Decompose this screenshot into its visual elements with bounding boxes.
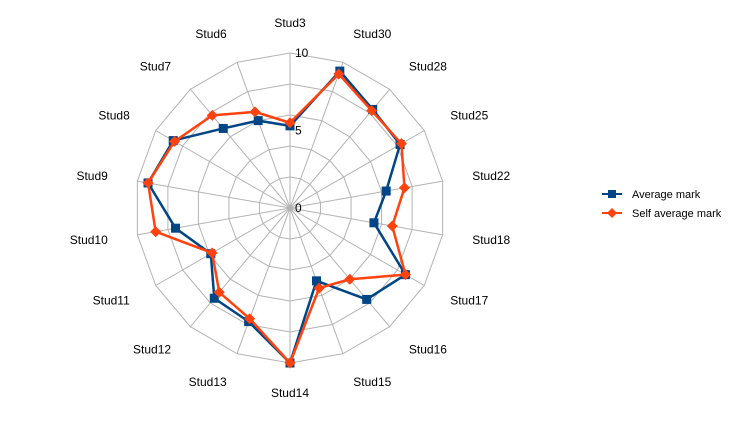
grid-spoke: [189, 88, 291, 209]
grid-spoke: [155, 130, 291, 209]
data-point-self-average-mark-stud14: [284, 357, 296, 369]
grid-spoke: [289, 180, 443, 209]
category-label-stud14: Stud14: [271, 386, 309, 400]
category-label-stud17: Stud17: [450, 294, 488, 308]
legend-item-self-average-mark: Self average mark: [602, 208, 722, 220]
grid-spoke: [289, 207, 443, 236]
data-point-self-average-mark-stud28: [366, 105, 378, 117]
legend-label-self-average-mark: Self average mark: [632, 208, 722, 220]
data-point-self-average-mark-stud15: [313, 282, 325, 294]
tick-label: 0: [295, 201, 302, 215]
tick-label: 10: [295, 46, 309, 60]
category-label-stud7: Stud7: [140, 59, 172, 73]
grid-spoke: [236, 207, 291, 354]
data-point-self-average-mark-stud9: [142, 177, 154, 189]
category-label-stud16: Stud16: [409, 343, 447, 357]
category-label-stud15: Stud15: [353, 375, 391, 389]
data-point-average-mark-stud18: [369, 218, 379, 228]
grid-spoke: [189, 207, 291, 328]
data-point-average-mark-stud7: [218, 123, 228, 133]
data-point-self-average-mark-stud8: [169, 135, 181, 147]
data-point-self-average-mark-stud12: [213, 286, 225, 298]
data-point-self-average-mark-stud25: [395, 138, 407, 150]
grid-spoke: [137, 180, 291, 209]
grid-spoke: [289, 207, 391, 328]
data-point-average-mark-stud6: [253, 116, 263, 126]
legend-marker-average-mark: [608, 190, 616, 198]
category-label-stud28: Stud28: [409, 59, 447, 73]
data-point-self-average-mark-stud30: [333, 68, 345, 80]
data-point-average-mark-stud10: [171, 223, 181, 233]
data-point-self-average-mark-stud6: [249, 106, 261, 118]
data-point-self-average-mark-stud10: [150, 226, 162, 238]
category-labels: Stud3 Stud30 Stud28 Stud25 Stud22 Stud18 Stud1…: [70, 16, 511, 400]
radial-tick-labels: 0 5 10: [295, 46, 309, 215]
grid-spoke: [137, 207, 291, 236]
category-label-stud8: Stud8: [98, 109, 130, 123]
category-label-stud3: Stud3: [274, 16, 306, 30]
category-label-stud30: Stud30: [353, 27, 391, 41]
category-label-stud9: Stud9: [76, 169, 108, 183]
series-line-self-average-mark: [146, 72, 407, 365]
category-label-stud10: Stud10: [70, 233, 108, 247]
data-point-self-average-mark-stud3: [284, 117, 296, 129]
category-label-stud12: Stud12: [133, 343, 171, 357]
legend-label-average-mark: Average mark: [632, 189, 701, 201]
category-label-stud22: Stud22: [472, 169, 510, 183]
data-point-average-mark-stud22: [381, 186, 391, 196]
tick-label: 5: [295, 124, 302, 138]
data-point-self-average-mark-stud11: [206, 247, 218, 259]
data-point-self-average-mark-stud17: [399, 269, 411, 281]
category-label-stud11: Stud11: [93, 294, 130, 308]
data-point-average-mark-stud12: [209, 293, 219, 303]
series-line-average-mark: [146, 69, 407, 365]
category-label-stud13: Stud13: [189, 375, 227, 389]
series-self-average-mark: [142, 68, 411, 369]
category-label-stud6: Stud6: [195, 27, 227, 41]
data-point-self-average-mark-stud22: [398, 182, 410, 194]
grid-spoke: [289, 62, 344, 209]
data-point-self-average-mark-stud18: [386, 220, 398, 232]
data-point-average-mark-stud16: [362, 294, 372, 304]
legend-item-average-mark: Average mark: [602, 189, 701, 201]
data-point-self-average-mark-stud7: [206, 109, 218, 121]
legend-marker-self-average-mark: [607, 208, 617, 218]
category-label-stud18: Stud18: [472, 233, 510, 247]
grid-spoke: [155, 207, 291, 286]
grid-spoke: [236, 62, 291, 209]
series-layer: [142, 66, 411, 369]
data-point-average-mark-stud15: [312, 276, 322, 286]
legend: Average mark Self average mark: [602, 189, 722, 220]
data-point-self-average-mark-stud13: [244, 313, 256, 325]
data-point-self-average-mark-stud16: [344, 273, 356, 285]
category-label-stud25: Stud25: [450, 109, 488, 123]
